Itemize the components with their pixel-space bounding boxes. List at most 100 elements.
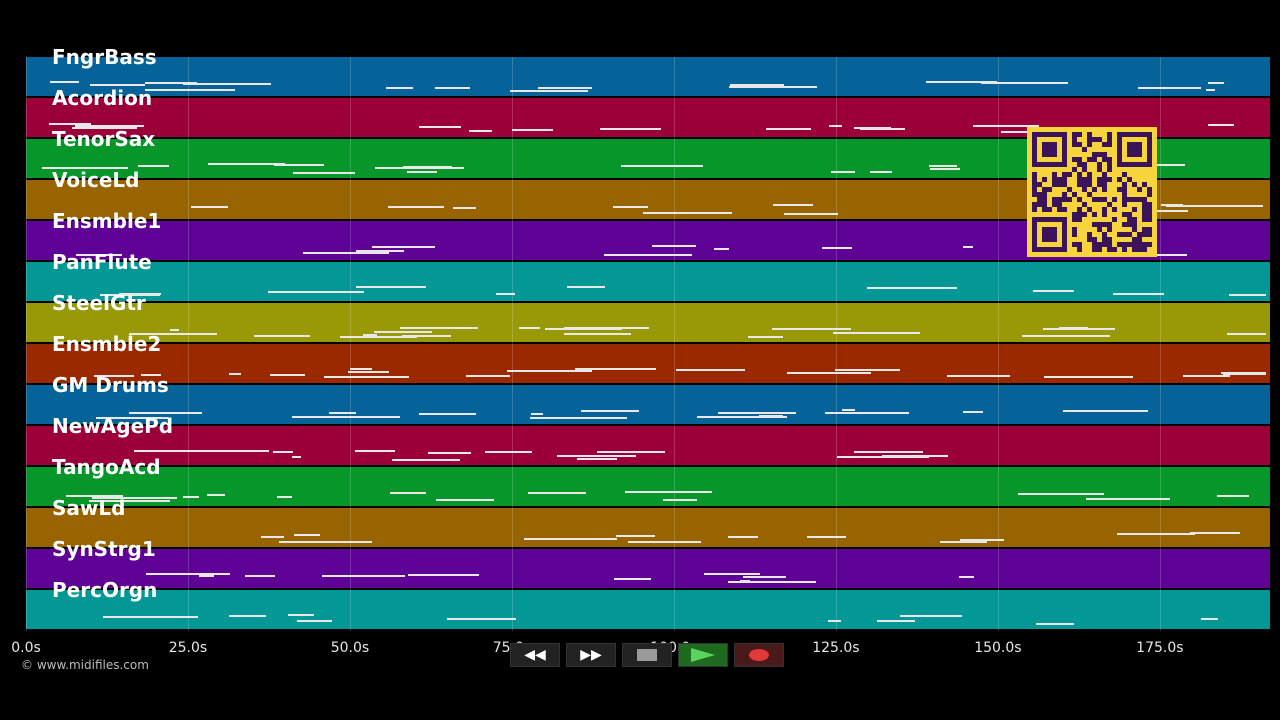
record-button[interactable]: [734, 643, 784, 667]
note-segment: [348, 371, 390, 373]
note-segment: [1021, 335, 1111, 337]
time-gridline: [673, 57, 675, 631]
note-segment: [386, 87, 413, 89]
note-segment: [743, 576, 786, 578]
track-label: SteelGtr: [52, 291, 146, 315]
note-segment: [103, 616, 199, 618]
note-segment: [75, 254, 122, 256]
note-segment: [49, 81, 79, 83]
note-segment: [958, 576, 974, 578]
note-segment: [766, 128, 811, 130]
note-segment: [643, 212, 733, 214]
track-lane: [26, 385, 1270, 425]
note-segment: [564, 333, 631, 335]
note-segment: [363, 334, 377, 336]
note-segment: [703, 573, 761, 575]
note-segment: [899, 615, 963, 617]
note-segment: [963, 411, 983, 413]
time-gridline: [26, 57, 27, 631]
transport-controls: ◀◀ ▶▶: [510, 643, 784, 669]
note-segment: [269, 374, 305, 376]
qr-code-icon: [1027, 127, 1157, 257]
note-segment: [600, 128, 661, 130]
note-segment: [1148, 210, 1188, 212]
note-segment: [730, 84, 785, 86]
note-segment: [71, 127, 138, 129]
stop-button[interactable]: [622, 643, 672, 667]
note-segment: [509, 90, 588, 92]
note-segment: [371, 246, 435, 248]
note-segment: [1085, 498, 1170, 500]
note-segment: [596, 451, 665, 453]
note-segment: [401, 335, 451, 337]
note-segment: [260, 536, 284, 538]
track-label: SynStrg1: [52, 537, 156, 561]
note-segment: [1112, 293, 1165, 295]
note-segment: [1165, 205, 1263, 207]
note-segment: [95, 417, 169, 419]
note-segment: [137, 165, 170, 167]
note-segment: [1189, 532, 1240, 534]
note-segment: [585, 458, 604, 460]
note-segment: [339, 336, 418, 338]
note-segment: [714, 248, 729, 250]
note-segment: [1058, 327, 1089, 329]
track-label: VoiceLd: [52, 168, 140, 192]
note-segment: [1200, 618, 1219, 620]
rewind-button[interactable]: ◀◀: [510, 643, 560, 667]
note-segment: [1208, 124, 1234, 126]
note-segment: [228, 615, 267, 617]
note-segment: [321, 575, 405, 577]
note-segment: [169, 329, 179, 331]
note-segment: [676, 369, 745, 371]
note-segment: [42, 167, 129, 169]
note-segment: [859, 128, 905, 130]
note-segment: [531, 413, 543, 415]
time-tick-label: 50.0s: [330, 640, 370, 656]
note-segment: [387, 206, 444, 208]
note-segment: [190, 206, 228, 208]
note-segment: [853, 451, 924, 453]
note-segment: [717, 412, 797, 414]
note-segment: [960, 539, 1005, 541]
note-segment: [939, 541, 988, 543]
note-segment: [94, 375, 135, 377]
fast-forward-button[interactable]: ▶▶: [566, 643, 616, 667]
play-button[interactable]: [678, 643, 728, 667]
note-segment: [400, 327, 479, 329]
note-segment: [356, 250, 404, 252]
note-segment: [625, 491, 712, 493]
note-segment: [575, 368, 657, 370]
note-segment: [1116, 533, 1196, 535]
track-label: Ensmble1: [52, 209, 162, 233]
note-segment: [833, 332, 921, 334]
note-segment: [355, 286, 427, 288]
track-label: Ensmble2: [52, 332, 162, 356]
note-segment: [485, 451, 533, 453]
note-segment: [1043, 328, 1116, 330]
note-segment: [465, 375, 511, 377]
copyright-text: © www.midifiles.com: [21, 658, 149, 672]
note-segment: [567, 286, 605, 288]
note-segment: [981, 82, 1068, 84]
note-segment: [545, 328, 623, 330]
note-segment: [827, 620, 841, 622]
note-segment: [144, 82, 197, 84]
note-segment: [254, 335, 311, 337]
note-segment: [128, 333, 217, 335]
note-segment: [696, 416, 787, 418]
track-label: NewAgePd: [52, 414, 174, 438]
note-segment: [292, 416, 370, 418]
note-segment: [292, 172, 355, 174]
note-segment: [842, 409, 856, 411]
track-lane: [26, 590, 1270, 630]
note-segment: [208, 163, 286, 165]
track-label: FngrBass: [52, 45, 157, 69]
track-label: TangoAcd: [52, 455, 161, 479]
time-gridline: [511, 57, 513, 631]
note-segment: [276, 496, 293, 498]
note-segment: [324, 376, 409, 378]
rewind-icon: ◀◀: [524, 647, 546, 663]
time-tick-label: 0.0s: [11, 640, 41, 656]
note-segment: [728, 581, 816, 583]
